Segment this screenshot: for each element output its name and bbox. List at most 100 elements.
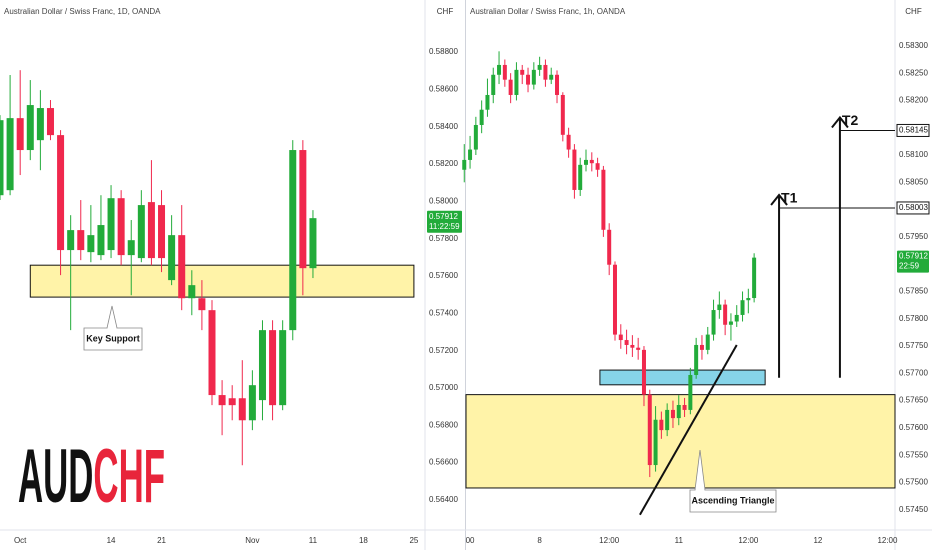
y-tick-label: 0.56800 (429, 420, 458, 429)
candle-body (630, 344, 635, 348)
y-tick-label: 0.57950 (899, 232, 928, 241)
candle-body (618, 334, 623, 341)
candle-body (117, 198, 125, 256)
target-name: T1 (781, 190, 798, 206)
candle-body (641, 349, 646, 395)
candle-body (560, 94, 565, 135)
y-tick-label: 0.57800 (899, 314, 928, 323)
candle-body (612, 264, 617, 335)
candle-body (653, 419, 658, 466)
chart-title: Australian Dollar / Swiss Franc, 1h, OAN… (470, 7, 626, 16)
last-price-box (897, 250, 929, 273)
candle-body (127, 240, 135, 256)
candle-body (723, 304, 728, 325)
candle-body (178, 235, 186, 299)
y-tick-label: 0.57200 (429, 346, 458, 355)
candle-body (549, 74, 554, 80)
y-tick-label: 0.57800 (429, 234, 458, 243)
currency-label: CHF (905, 7, 922, 16)
callout-cover (695, 489, 705, 491)
y-tick-label: 0.58400 (429, 122, 458, 131)
x-tick-label: 8 (537, 536, 542, 545)
y-tick-label: 0.57000 (429, 383, 458, 392)
candle-body (107, 198, 115, 251)
candle-body (36, 108, 44, 141)
y-tick-label: 0.56600 (429, 458, 458, 467)
candle-body (491, 74, 496, 95)
candle-body (514, 69, 519, 95)
candle-body (26, 105, 34, 151)
y-tick-label: 0.56400 (429, 495, 458, 504)
candle-body (6, 118, 14, 191)
x-tick-label: Nov (245, 536, 259, 545)
candle-body (248, 385, 256, 421)
candle-body (676, 405, 681, 419)
target-name: T2 (842, 112, 859, 128)
trendline (639, 344, 738, 516)
candle-body (309, 218, 317, 269)
y-tick-label: 0.57750 (899, 341, 928, 350)
candle-body (566, 134, 571, 150)
candle-body (508, 79, 513, 95)
candle-body (740, 300, 745, 315)
candle-body (636, 347, 641, 350)
y-tick-label: 0.58250 (899, 68, 928, 77)
candle-body (711, 310, 716, 335)
candle-body (269, 330, 277, 406)
chart-title: Australian Dollar / Swiss Franc, 1D, OAN… (4, 7, 161, 16)
target-price-box (896, 201, 930, 215)
candle-body (188, 285, 196, 299)
currency-label: CHF (437, 7, 454, 16)
candle-body (77, 230, 85, 251)
candle-body (555, 74, 560, 95)
candle-body (16, 118, 24, 151)
candle-body (647, 394, 652, 466)
y-tick-label: 0.57400 (429, 308, 458, 317)
candle-body (462, 159, 467, 170)
candle-body (694, 344, 699, 375)
candle-body (717, 304, 722, 311)
y-tick-label: 0.57600 (899, 423, 928, 432)
y-tick-label: 0.58100 (899, 150, 928, 159)
candle-body (158, 205, 166, 259)
target-price-label: 0.58145 (899, 126, 928, 135)
last-price-label: 0.57912 (429, 212, 458, 221)
candle-body (137, 205, 145, 259)
candle-body (57, 135, 65, 251)
target-arrow (831, 115, 849, 378)
candle-body (699, 344, 704, 350)
callout-cover (107, 327, 117, 329)
callout-text: Ascending Triangle (691, 495, 774, 505)
x-tick-label: 00 (466, 536, 475, 545)
last-price-label: 0.57912 (899, 252, 928, 261)
candle-body (531, 69, 536, 85)
x-tick-label: 14 (107, 536, 116, 545)
candle-body (67, 230, 75, 251)
candle-body (208, 310, 216, 396)
y-tick-label: 0.57700 (899, 368, 928, 377)
candle-body (584, 159, 589, 165)
candle-body (228, 398, 236, 406)
candle-body (198, 298, 206, 311)
y-tick-label: 0.58600 (429, 85, 458, 94)
countdown-label: 22:59 (899, 262, 920, 271)
x-tick-label: 25 (409, 536, 418, 545)
candle-body (46, 108, 54, 136)
candle-body (279, 330, 287, 406)
candle-body (589, 159, 594, 164)
candle-body (688, 374, 693, 410)
candle-body (289, 150, 297, 331)
x-tick-label: 12 (813, 536, 822, 545)
candle-body (734, 314, 739, 322)
candle-body (497, 64, 502, 75)
candle-body (665, 409, 670, 431)
target-arrow (770, 193, 788, 378)
target-price-label: 0.58003 (899, 203, 928, 212)
x-tick-label: 11 (309, 536, 318, 545)
candle-body (168, 235, 176, 281)
candle-body (87, 235, 95, 253)
y-tick-label: 0.57850 (899, 287, 928, 296)
candle-body (147, 202, 155, 259)
y-tick-label: 0.57600 (429, 271, 458, 280)
y-tick-label: 0.58800 (429, 47, 458, 56)
